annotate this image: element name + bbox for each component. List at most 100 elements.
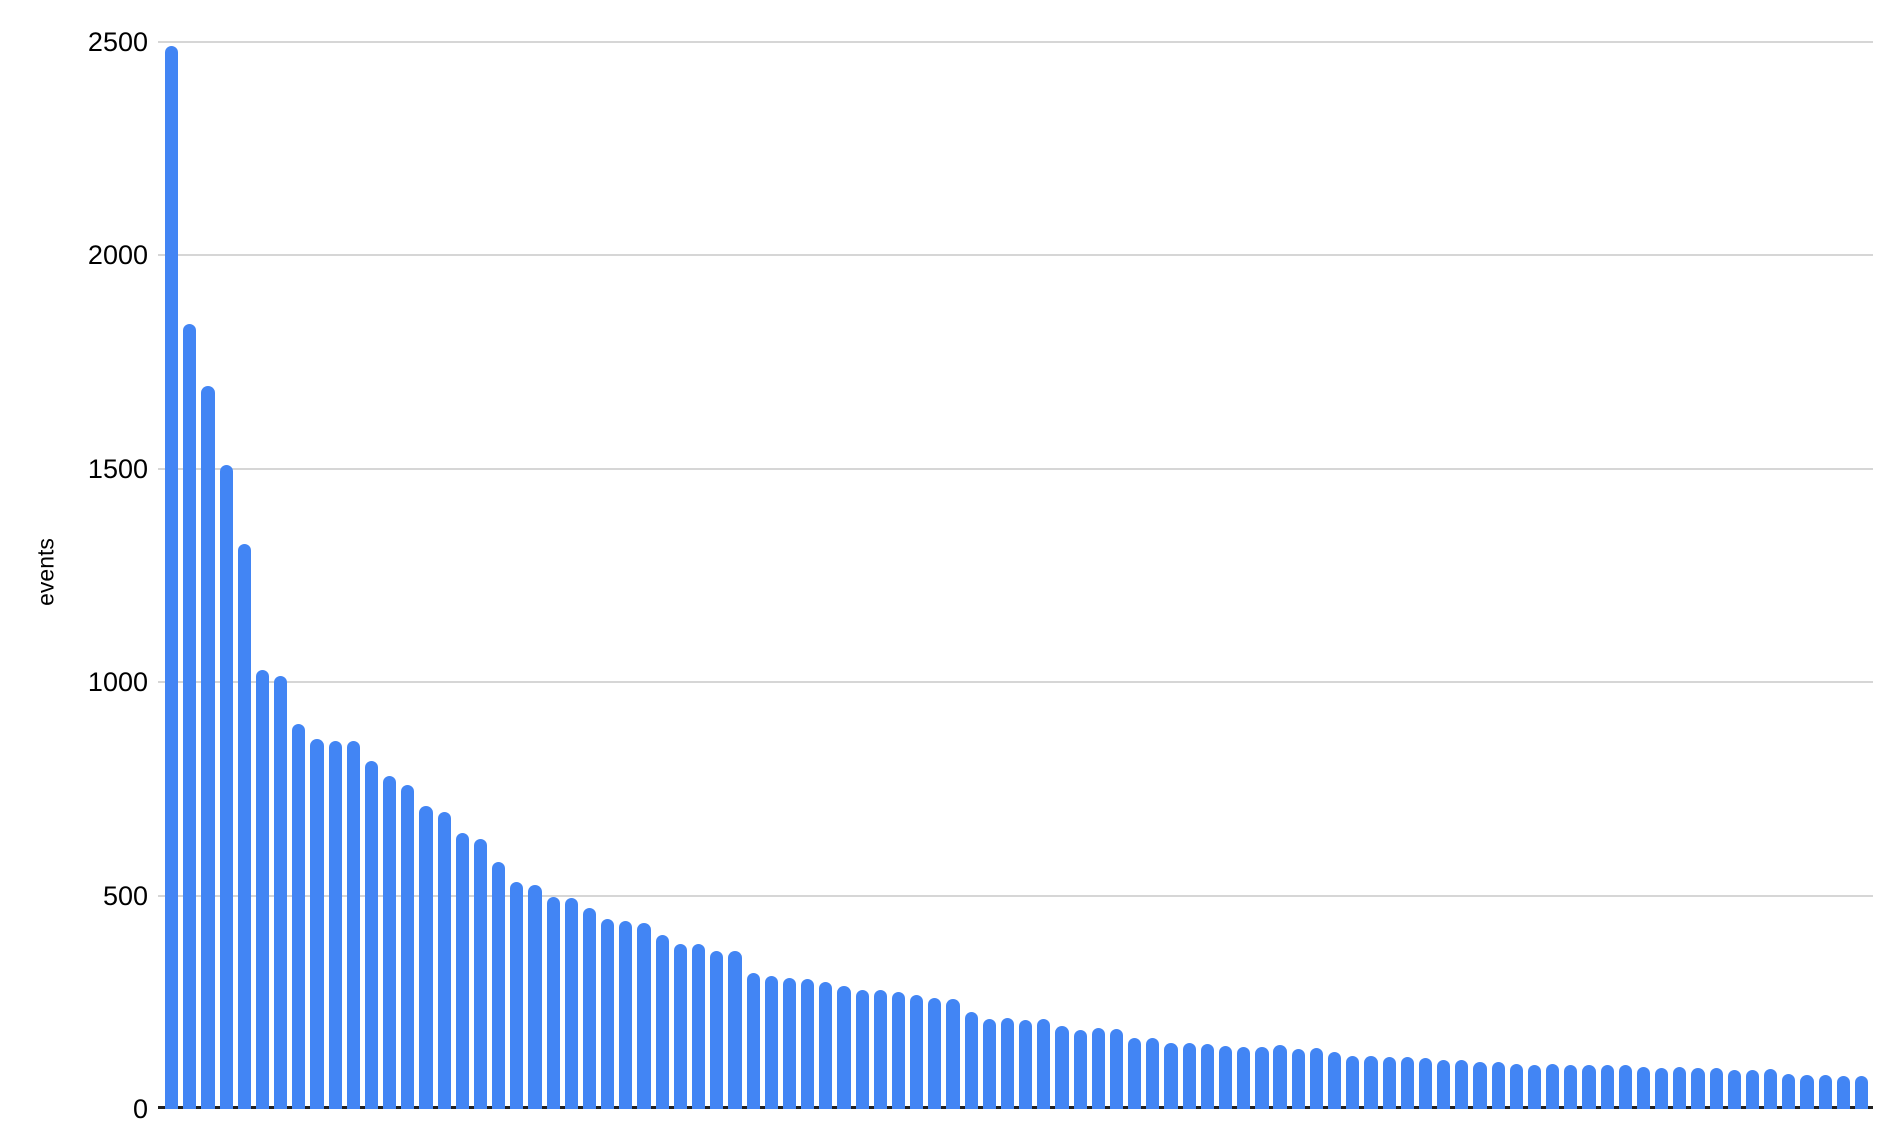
plot-area xyxy=(158,41,1873,1109)
bar xyxy=(1364,1056,1378,1109)
bar xyxy=(891,991,906,1109)
bar xyxy=(1800,1075,1814,1109)
bar xyxy=(1836,1076,1850,1109)
bar xyxy=(782,977,797,1109)
bar xyxy=(855,989,869,1109)
bar xyxy=(982,1018,996,1109)
gridline xyxy=(158,41,1873,43)
bar xyxy=(328,740,342,1109)
bar xyxy=(1473,1062,1487,1109)
bar xyxy=(1600,1065,1614,1109)
bar xyxy=(1146,1037,1160,1109)
gridline xyxy=(158,681,1873,684)
bar xyxy=(819,981,833,1109)
bar xyxy=(1764,1069,1778,1109)
bar xyxy=(528,884,542,1109)
bar xyxy=(655,934,669,1109)
bar xyxy=(691,944,706,1109)
bar xyxy=(292,723,306,1109)
bar xyxy=(255,670,270,1109)
bar xyxy=(1309,1048,1324,1109)
bar xyxy=(601,919,615,1109)
bar xyxy=(455,832,469,1109)
bar xyxy=(1655,1067,1669,1109)
bar xyxy=(1437,1059,1451,1109)
bar xyxy=(165,46,179,1109)
bar xyxy=(1727,1070,1741,1109)
bar xyxy=(910,995,924,1109)
bar xyxy=(1709,1068,1723,1109)
bar xyxy=(1673,1066,1687,1109)
bar xyxy=(873,989,887,1109)
bar xyxy=(1636,1066,1651,1109)
bar xyxy=(1200,1044,1214,1109)
bar xyxy=(764,975,778,1109)
y-axis-title: events xyxy=(32,538,59,606)
bar xyxy=(1328,1052,1342,1109)
bar xyxy=(237,544,251,1109)
bar xyxy=(1546,1064,1560,1109)
bar xyxy=(1400,1057,1414,1109)
bar xyxy=(401,785,415,1109)
gridline xyxy=(158,467,1873,470)
bar xyxy=(183,323,197,1109)
bar xyxy=(1164,1042,1178,1109)
bar xyxy=(1491,1062,1505,1109)
bar xyxy=(1564,1065,1578,1109)
bar xyxy=(546,896,560,1109)
bar xyxy=(582,907,597,1109)
bar xyxy=(419,805,433,1109)
bar xyxy=(201,386,215,1109)
bar xyxy=(1455,1059,1469,1109)
bar xyxy=(837,985,851,1109)
bar xyxy=(746,973,760,1109)
bar xyxy=(1000,1017,1015,1109)
bar xyxy=(1527,1065,1542,1109)
bar xyxy=(637,923,651,1109)
gridline xyxy=(158,894,1873,897)
y-tick-label: 2000 xyxy=(87,240,148,271)
bar xyxy=(492,861,506,1109)
bar xyxy=(219,464,233,1109)
bar xyxy=(346,740,360,1109)
y-tick-label: 500 xyxy=(102,880,148,911)
bar xyxy=(946,999,960,1109)
bar xyxy=(1782,1073,1796,1109)
bar xyxy=(274,676,288,1109)
bar xyxy=(801,979,815,1109)
bar xyxy=(1854,1076,1869,1109)
bar xyxy=(1128,1037,1142,1109)
bar xyxy=(673,944,687,1109)
bar xyxy=(619,920,633,1109)
bar xyxy=(1182,1042,1196,1109)
y-tick-label: 1500 xyxy=(87,453,148,484)
bar xyxy=(1818,1075,1832,1109)
bar xyxy=(1037,1018,1051,1109)
bar xyxy=(1745,1070,1760,1109)
bar xyxy=(437,811,451,1109)
y-tick-label: 1000 xyxy=(87,667,148,698)
bar xyxy=(1091,1028,1105,1109)
gridline xyxy=(158,254,1873,257)
bar xyxy=(1273,1045,1287,1109)
bar xyxy=(1582,1065,1596,1109)
bar xyxy=(1509,1064,1523,1109)
bar xyxy=(564,898,578,1109)
bar xyxy=(364,760,379,1109)
bar xyxy=(1691,1068,1705,1109)
bar xyxy=(1237,1046,1251,1109)
bar xyxy=(928,998,942,1109)
bar xyxy=(1382,1057,1396,1109)
bar xyxy=(1019,1019,1033,1109)
bar xyxy=(1346,1056,1360,1109)
x-axis-line xyxy=(158,1106,1873,1109)
bar xyxy=(728,951,742,1109)
bar xyxy=(1618,1065,1632,1109)
bar xyxy=(310,738,324,1109)
y-tick-label: 2500 xyxy=(87,27,148,57)
bar xyxy=(1255,1046,1269,1109)
bar xyxy=(710,951,724,1109)
bar xyxy=(1073,1030,1087,1109)
bar xyxy=(1055,1026,1069,1109)
